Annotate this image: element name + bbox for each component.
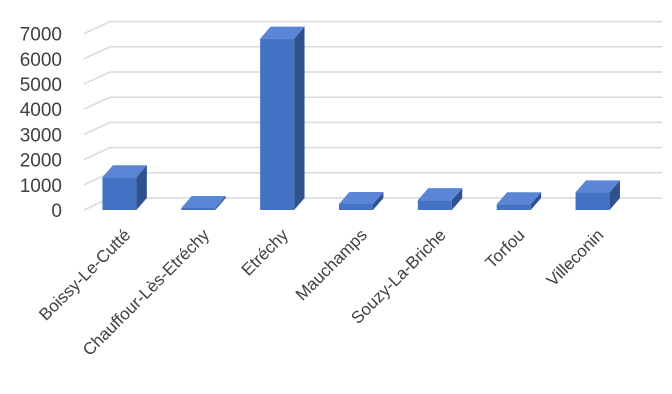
bar-front-face [260,38,295,210]
bar-top-face [260,26,305,39]
bar [575,180,620,210]
bar [181,195,226,210]
bar-side-face [609,180,620,210]
grid-line-diagonal [83,20,111,35]
grid-lines [83,20,662,211]
bar [496,192,542,210]
y-tick-label: 2000 [20,151,62,172]
bar-front-face [417,200,452,210]
bar-side-face [294,26,305,210]
bar-front-face [496,204,531,210]
bars [102,26,620,210]
bar-front-face [102,177,137,210]
grid-line-diagonal [83,46,111,60]
y-tick-label: 5000 [20,75,62,96]
bar-top-face [339,191,384,204]
y-tick-label: 0 [51,201,62,222]
bar-top-face [496,192,542,205]
x-category-label: Mauchamps [292,225,371,304]
bar-side-face [530,192,542,210]
bar-side-face [136,165,147,210]
bar-front-face [181,207,216,210]
bar-front-face [339,203,373,210]
x-category-label: Villeconin [543,225,608,290]
y-tick-label: 6000 [20,50,62,71]
grid-line-diagonal [83,96,111,110]
bar-side-face [451,188,463,210]
bar-top-face [181,195,226,208]
x-category-label: Chauffour-Lès-Etréchy [79,225,214,360]
bar-top-face [417,188,463,201]
grid-line-diagonal [83,71,111,85]
bar [102,165,147,210]
y-tick-label: 1000 [20,176,62,197]
bar [417,188,463,210]
x-category-label: Torfou [482,225,529,272]
y-tick-label: 3000 [20,125,62,146]
bar-side-face [215,195,226,210]
bar-side-face [373,191,384,210]
y-tick-label: 7000 [20,25,62,46]
bar-top-face [102,165,147,178]
bar [339,191,384,210]
grid-line-diagonal [83,146,111,161]
bar [260,26,305,210]
x-category-label: Etréchy [238,225,293,280]
bar-top-face [575,180,620,193]
y-tick-label: 4000 [20,100,62,121]
grid-line-diagonal [83,121,111,136]
bar-front-face [575,192,610,210]
y-axis: 0 1000 2000 3000 4000 5000 6000 7000 [20,25,62,222]
